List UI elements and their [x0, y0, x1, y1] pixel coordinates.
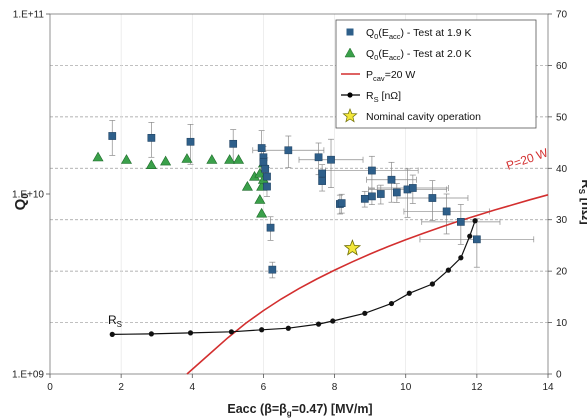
triangle-point-2K: [206, 154, 218, 164]
square-point-1-9K: [318, 169, 326, 178]
square-point-1-9K: [257, 144, 266, 152]
ticks: 0 2 4 6 8 10 12 14 1.E+09 1.E+10 1.E+11 0 10 20 30 40 50…: [12, 10, 568, 394]
x-tick-label: 4: [190, 382, 196, 393]
legend-dot-marker: [347, 92, 353, 98]
triangle-point-2K: [224, 154, 236, 164]
y-left-tick-label: 1.E+11: [13, 10, 45, 21]
legend-box: [335, 19, 537, 129]
y-left-tick-label: 1.E+10: [12, 190, 44, 201]
rs-point: [148, 331, 154, 337]
rs-point: [187, 330, 194, 336]
square-point-1-9K: [263, 172, 271, 181]
square-point-1-9K: [457, 218, 465, 226]
legend-square-marker: [346, 28, 354, 36]
rs-point: [259, 327, 265, 333]
legend-entry-label: RS [nΩ]: [366, 90, 401, 104]
x-tick-label: 6: [261, 382, 267, 393]
triangle-point-2K: [92, 151, 104, 162]
nominal-operation-star: [343, 239, 362, 256]
series-lines: [112, 194, 549, 375]
y-right-tick-label: 10: [556, 318, 568, 329]
triangle-point-2K: [120, 154, 132, 164]
legend-triangle-marker: [344, 47, 356, 58]
square-point-1-9K: [261, 164, 270, 173]
x-tick-label: 8: [332, 382, 338, 393]
square-point-1-9K: [368, 166, 376, 175]
rs-point: [388, 300, 395, 307]
y-right-tick-label: 30: [556, 215, 568, 226]
rs-point: [472, 218, 478, 224]
square-point-1-9K: [368, 192, 376, 201]
rs-point: [315, 321, 322, 327]
x-tick-label: 0: [47, 382, 53, 393]
x-tick-label: 2: [118, 382, 124, 393]
square-point-1-9K: [318, 177, 326, 185]
rs-curve-label: RS: [108, 313, 122, 329]
rs-point: [228, 329, 235, 335]
square-point-1-9K: [314, 153, 323, 162]
y-left-tick-label: 1.E+09: [12, 370, 44, 381]
x-tick-label: 12: [471, 382, 483, 393]
square-point-1-9K: [147, 134, 156, 142]
square-point-1-9K: [259, 158, 268, 167]
y-axis-right-label: RS [nΩ]: [577, 179, 587, 224]
triangle-point-2K: [160, 155, 172, 166]
legend-entry-label: Q0(Eacc) - Test at 2.0 K: [366, 48, 472, 62]
square-point-1-9K: [284, 146, 293, 155]
y-right-tick-label: 60: [556, 61, 568, 72]
rs-point: [458, 255, 464, 261]
triangle-point-2K: [256, 207, 268, 218]
legend-entry-label: Nominal cavity operation: [366, 111, 481, 123]
power-curve-line: [186, 194, 549, 375]
square-point-1-9K: [186, 137, 195, 146]
legend: Q0(Eacc) - Test at 1.9 K Q0(Eacc) - Test …: [335, 19, 537, 129]
legend-entry-label: Q0(Eacc) - Test at 1.9 K: [366, 27, 472, 41]
square-point-1-9K: [327, 155, 335, 164]
square-point-1-9K: [442, 207, 451, 216]
square-point-1-9K: [473, 235, 481, 244]
legend-star-marker: [342, 108, 358, 123]
x-tick-label: 10: [400, 382, 412, 393]
square-point-1-9K: [387, 175, 396, 184]
square-point-1-9K: [266, 223, 275, 232]
rs-point: [330, 318, 336, 324]
rs-point: [109, 331, 115, 337]
triangle-point-2K: [241, 180, 253, 191]
rs-series-line: [112, 220, 476, 335]
y-right-tick-label: 20: [556, 267, 568, 278]
rs-point: [429, 281, 435, 287]
square-point-1-9K: [108, 132, 117, 140]
triangle-point-2K: [254, 167, 266, 178]
square-point-1-9K: [376, 190, 385, 198]
x-axis-label: Eacc (β=βg=0.47) [MV/m]: [227, 402, 372, 418]
rs-point: [362, 310, 368, 316]
rs-point: [285, 325, 291, 331]
triangle-point-2K: [233, 154, 245, 164]
y-right-tick-label: 50: [556, 112, 568, 123]
triangle-point-2K: [145, 159, 157, 170]
rs-point: [406, 290, 412, 296]
rs-point: [467, 233, 473, 239]
triangle-point-2K: [181, 153, 193, 163]
y-right-tick-label: 70: [556, 10, 568, 21]
data-points: [92, 132, 481, 337]
legend-entry-label: Pcav=20 W: [366, 69, 415, 83]
square-point-1-9K: [263, 182, 271, 191]
x-tick-label: 14: [542, 382, 554, 393]
rs-point: [445, 267, 451, 273]
square-point-1-9K: [408, 184, 417, 192]
square-point-1-9K: [360, 194, 369, 203]
square-point-1-9K: [428, 194, 437, 202]
square-point-1-9K: [229, 139, 238, 148]
y-right-tick-label: 40: [556, 164, 568, 175]
square-point-1-9K: [392, 188, 401, 197]
y-right-tick-label: 0: [556, 370, 562, 381]
triangle-point-2K: [254, 194, 266, 204]
y-axis-left-label: Q0: [12, 194, 30, 211]
square-point-1-9K: [268, 265, 277, 274]
square-point-1-9K: [337, 199, 346, 207]
